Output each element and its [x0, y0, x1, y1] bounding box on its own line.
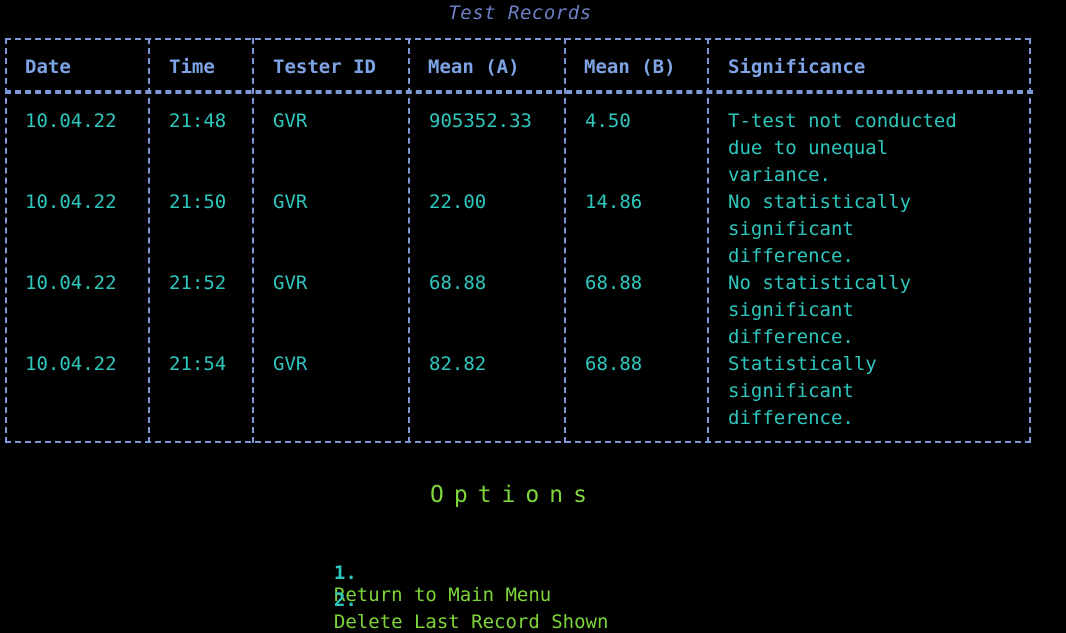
- cell-mean-b: 4.50: [585, 110, 631, 132]
- cell-significance-line: significant: [728, 380, 854, 402]
- cell-time: 21:50: [169, 191, 227, 213]
- header-significance: Significance: [728, 56, 866, 78]
- page-title: Test Records: [448, 2, 592, 24]
- option-label: Delete Last Record Shown: [333, 611, 609, 633]
- column-divider: [408, 38, 410, 443]
- cell-mean-b: 68.88: [585, 272, 643, 294]
- cell-mean-a: 905352.33: [429, 110, 532, 132]
- cell-date: 10.04.22: [25, 110, 117, 132]
- menu-option-return-main-menu[interactable]: 1. Return to Main Menu: [311, 540, 551, 606]
- cell-significance-line: difference.: [728, 407, 854, 429]
- cell-mean-a: 22.00: [429, 191, 487, 213]
- cell-time: 21:48: [169, 110, 227, 132]
- cell-tester-id: GVR: [273, 191, 308, 213]
- cell-tester-id: GVR: [273, 272, 308, 294]
- header-tester-id: Tester ID: [273, 56, 376, 78]
- cell-significance-line: significant: [728, 218, 854, 240]
- cell-significance-line: variance.: [728, 164, 831, 186]
- cell-mean-a: 68.88: [429, 272, 487, 294]
- header-time: Time: [169, 56, 215, 78]
- option-label: Return to Main Menu: [333, 584, 552, 606]
- cell-significance-line: T-test not conducted: [728, 110, 957, 132]
- records-table: [5, 38, 1031, 443]
- cell-significance-line: significant: [728, 299, 854, 321]
- cell-mean-b: 14.86: [585, 191, 643, 213]
- cell-mean-b: 68.88: [585, 353, 643, 375]
- cell-tester-id: GVR: [273, 110, 308, 132]
- cell-significance-line: No statistically: [728, 272, 912, 294]
- menu-option-delete-last-record[interactable]: 2. Delete Last Record Shown: [311, 567, 609, 633]
- header-mean-a: Mean (A): [428, 56, 520, 78]
- cell-time: 21:54: [169, 353, 227, 375]
- cell-time: 21:52: [169, 272, 227, 294]
- cell-date: 10.04.22: [25, 353, 117, 375]
- cell-significance-line: due to unequal: [728, 137, 889, 159]
- cell-significance-line: No statistically: [728, 191, 912, 213]
- column-divider: [252, 38, 254, 443]
- header-mean-b: Mean (B): [584, 56, 676, 78]
- table-header-divider: [5, 90, 1033, 94]
- cell-significance-line: difference.: [728, 245, 854, 267]
- option-number: 1.: [333, 562, 357, 584]
- column-divider: [564, 38, 566, 443]
- cell-tester-id: GVR: [273, 353, 308, 375]
- option-number: 2.: [333, 589, 357, 611]
- cell-mean-a: 82.82: [429, 353, 487, 375]
- header-date: Date: [25, 56, 71, 78]
- cell-date: 10.04.22: [25, 191, 117, 213]
- column-divider: [707, 38, 709, 443]
- column-divider: [148, 38, 150, 443]
- cell-significance-line: Statistically: [728, 353, 877, 375]
- cell-date: 10.04.22: [25, 272, 117, 294]
- options-heading: Options: [430, 482, 597, 508]
- cell-significance-line: difference.: [728, 326, 854, 348]
